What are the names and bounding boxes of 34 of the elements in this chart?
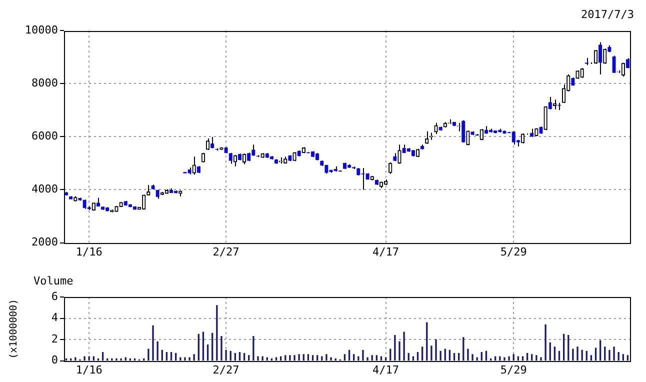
candlestick: [552, 99, 557, 110]
candlestick: [252, 144, 256, 156]
y-tick-label: 4000: [32, 182, 58, 196]
x-tick-label: 5/29: [500, 363, 527, 376]
candlestick: [512, 130, 516, 146]
candlestick: [612, 55, 616, 74]
candlestick: [434, 122, 438, 135]
x-tick-label: 4/17: [372, 363, 400, 376]
x-tick-label: 4/17: [372, 245, 400, 258]
candlestick: [621, 62, 625, 77]
x-tick-label: 1/16: [76, 363, 102, 376]
candlestick: [398, 144, 402, 164]
y-tick-label: 4: [51, 311, 58, 324]
candlestick: [388, 162, 392, 174]
x-tick-label: 5/29: [500, 245, 527, 258]
x-tick-label: 1/16: [76, 245, 102, 258]
y-tick-label: 8000: [32, 76, 58, 90]
x-tick-label: 2/27: [212, 363, 240, 376]
y-axis-title: (x1000000): [8, 298, 20, 360]
y-tick-label: 10000: [24, 23, 58, 36]
text: Volume: [34, 274, 74, 288]
x-tick-label: 2/27: [212, 245, 240, 258]
y-tick-label: 6000: [32, 130, 58, 143]
candlestick: [361, 168, 365, 190]
y-tick-label: 6: [51, 290, 58, 303]
candlestick: [544, 106, 548, 131]
candlestick: [82, 199, 86, 210]
y-tick-label: 0: [51, 354, 58, 367]
text: 2017/7/3: [581, 8, 634, 22]
y-tick-label: 2000: [32, 236, 58, 249]
candlestick: [466, 130, 470, 146]
y-tick-label: 2: [51, 332, 58, 346]
candlestick: [430, 132, 434, 140]
candlestick: [594, 49, 598, 64]
